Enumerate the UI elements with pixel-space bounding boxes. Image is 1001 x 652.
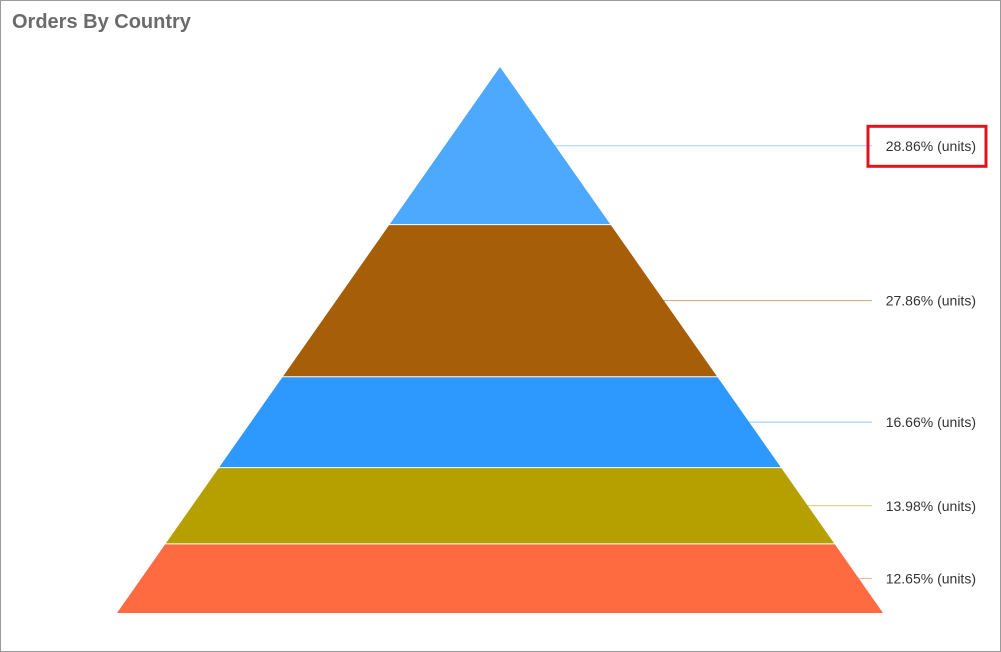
connector-lines bbox=[553, 145, 872, 579]
data-label-4: 13.98% (units) bbox=[886, 498, 976, 514]
data-label-3: 16.66% (units) bbox=[886, 414, 976, 430]
pyramid-segment-4[interactable] bbox=[165, 468, 835, 544]
pyramid-segment-3[interactable] bbox=[219, 377, 781, 468]
highlight-box bbox=[866, 124, 988, 168]
pyramid-segments bbox=[117, 67, 883, 613]
data-labels: 28.86% (units) 27.86% (units) 16.66% (unit… bbox=[866, 124, 988, 587]
data-label-1: 28.86% (units) bbox=[886, 138, 976, 154]
pyramid-segment-5[interactable] bbox=[117, 544, 883, 613]
pyramid-segment-2[interactable] bbox=[283, 225, 717, 377]
data-label-5: 12.65% (units) bbox=[886, 571, 976, 587]
pyramid-segment-1[interactable] bbox=[389, 67, 611, 225]
data-label-2: 27.86% (units) bbox=[886, 293, 976, 309]
chart-title: Orders By Country bbox=[12, 11, 191, 33]
